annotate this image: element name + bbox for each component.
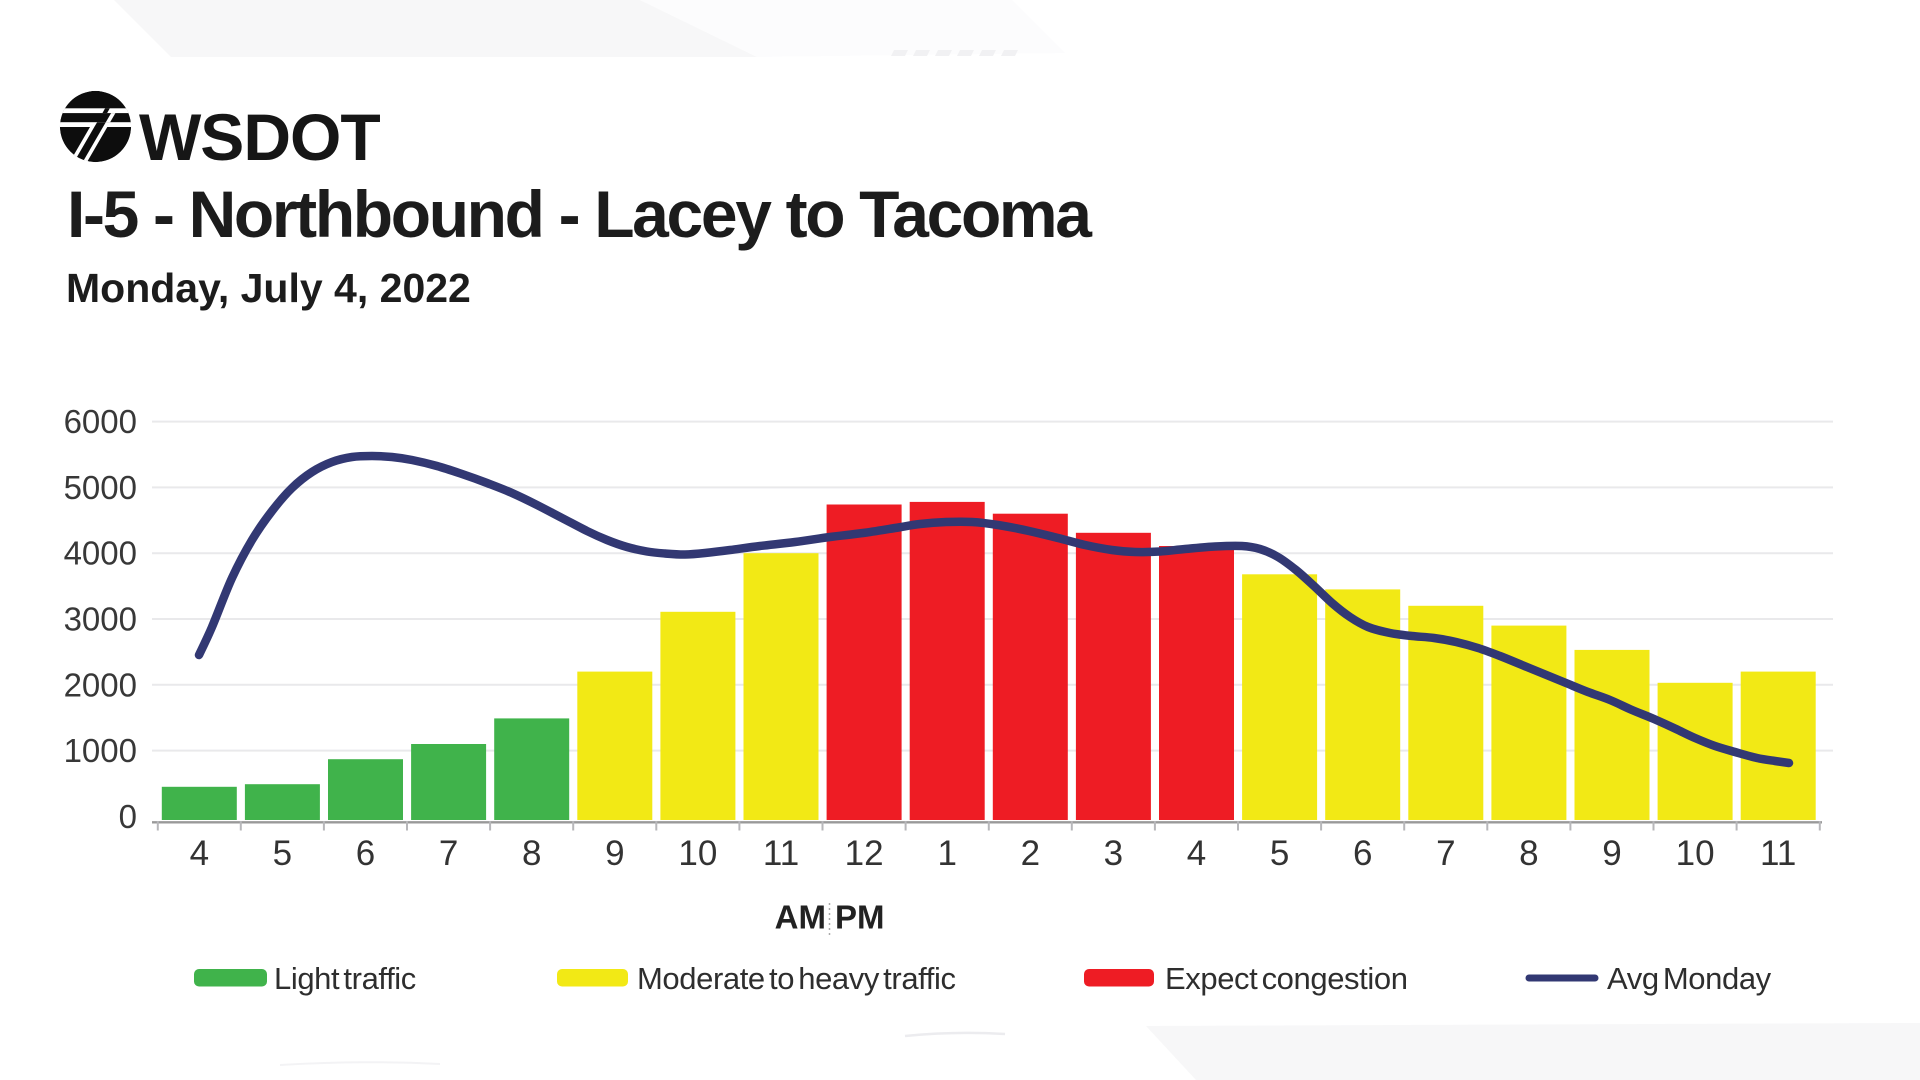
svg-text:AM: AM (775, 899, 826, 936)
svg-text:0: 0 (119, 798, 137, 835)
svg-text:4000: 4000 (64, 535, 137, 572)
svg-text:7: 7 (439, 834, 458, 873)
svg-text:1000: 1000 (64, 732, 137, 769)
svg-text:3: 3 (1104, 834, 1123, 873)
svg-text:Expect congestion: Expect congestion (1165, 961, 1408, 996)
svg-text:I-5 - Northbound - Lacey to Ta: I-5 - Northbound - Lacey to Tacoma (67, 177, 1093, 251)
svg-text:4: 4 (1187, 834, 1206, 873)
svg-text:8: 8 (1519, 834, 1538, 873)
svg-text:Monday, July 4, 2022: Monday, July 4, 2022 (66, 265, 471, 311)
svg-text:2000: 2000 (64, 666, 137, 703)
svg-text:12: 12 (845, 834, 884, 873)
svg-text:6000: 6000 (64, 403, 137, 440)
svg-text:4: 4 (190, 834, 209, 873)
svg-text:1: 1 (937, 834, 956, 873)
svg-text:8: 8 (522, 834, 541, 873)
svg-text:WSDOT: WSDOT (139, 100, 380, 174)
svg-text:11: 11 (1760, 834, 1796, 873)
svg-text:5: 5 (273, 834, 292, 873)
svg-text:2: 2 (1021, 834, 1040, 873)
svg-text:10: 10 (678, 834, 717, 873)
svg-text:9: 9 (1602, 834, 1621, 873)
svg-text:6: 6 (1353, 834, 1372, 873)
svg-text:6: 6 (356, 834, 375, 873)
svg-text:Moderate to heavy traffic: Moderate to heavy traffic (637, 961, 956, 996)
svg-text:7: 7 (1436, 834, 1455, 873)
svg-text:Avg Monday: Avg Monday (1607, 961, 1772, 996)
svg-text:5: 5 (1270, 834, 1289, 873)
svg-text:11: 11 (763, 834, 799, 873)
svg-text:PM: PM (835, 899, 885, 936)
svg-text:3000: 3000 (64, 601, 137, 638)
svg-text:10: 10 (1676, 834, 1715, 873)
svg-text:Light traffic: Light traffic (274, 961, 416, 996)
svg-text:9: 9 (605, 834, 624, 873)
svg-text:5000: 5000 (64, 469, 137, 506)
